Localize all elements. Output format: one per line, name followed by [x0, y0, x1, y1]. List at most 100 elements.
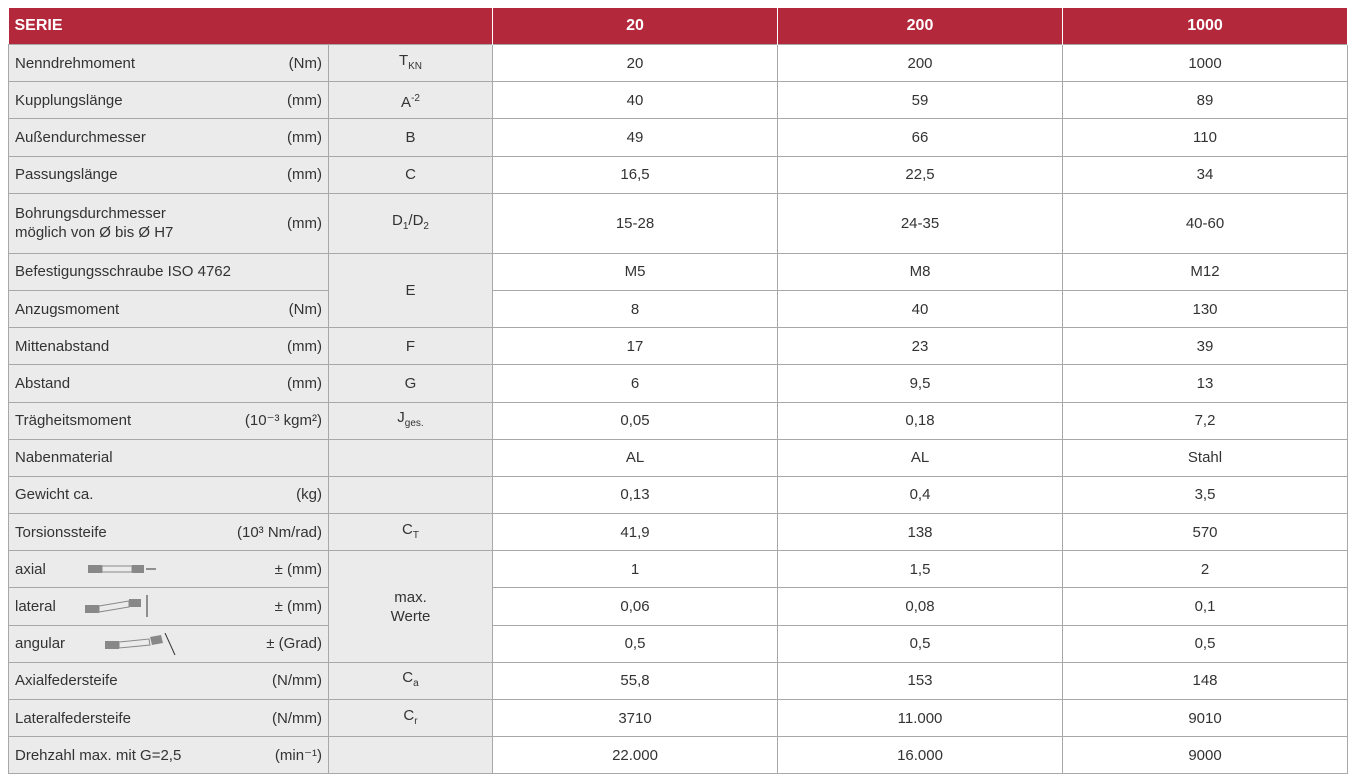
header-cell: 1000: [1062, 8, 1349, 45]
value-cell: 0,08: [777, 587, 1064, 626]
value-cell: 9000: [1062, 736, 1349, 775]
value-cell: 1,5: [777, 550, 1064, 589]
unit: (mm): [287, 337, 322, 355]
value-cell: 15-28: [492, 192, 779, 254]
row: Mittenabstand (mm) F 17 23 39: [8, 327, 1349, 366]
symbol-part: C: [403, 706, 415, 724]
symbol-cell: max. Werte: [327, 550, 494, 663]
label-cell: Anzugsmoment (Nm): [8, 289, 329, 329]
symbol-part: F: [405, 337, 416, 355]
value-cell: 16,5: [492, 155, 779, 194]
symbol-cell: [327, 475, 494, 515]
header-row: SERIE 20 200 1000: [8, 8, 1349, 45]
label-wrap: Drehzahl max. mit G=2,5 (min⁻¹): [15, 746, 322, 765]
row: Kupplungslänge (mm) A-2 40 59 89: [8, 81, 1349, 120]
label-cell: Gewicht ca. (kg): [8, 475, 329, 515]
value-cell: 17: [492, 327, 779, 366]
label-cell: Bohrungsdurchmesser möglich von Ø bis Ø …: [8, 192, 329, 254]
label-cell: Axialfedersteife (N/mm): [8, 661, 329, 701]
symbol-cell: CT: [327, 513, 494, 552]
value-cell: 40-60: [1062, 192, 1349, 254]
symbol-part: B: [405, 128, 416, 146]
unit: (kg): [296, 486, 322, 504]
label: Nenndrehmoment: [15, 54, 136, 72]
value-cell: 6: [492, 364, 779, 403]
symbol-part: max. Werte: [390, 588, 431, 625]
label: Außendurchmesser: [15, 128, 146, 146]
row: Axialfedersteife (N/mm) Ca 55,8 153 148: [8, 661, 1349, 701]
value-cell: M12: [1062, 252, 1349, 291]
unit: (N/mm): [272, 672, 322, 690]
unit: (Nm): [288, 300, 322, 318]
symbol-cell: TKN: [327, 43, 494, 83]
label: Befestigungsschraube ISO 4762: [15, 263, 231, 281]
row: Außendurchmesser (mm) B 49 66 110: [8, 118, 1349, 157]
value-cell: 0,1: [1062, 587, 1349, 626]
unit: (mm): [287, 374, 322, 392]
row: axial ± (mm) max. Werte 1 1,5 2: [8, 550, 1349, 663]
label: lateral: [15, 598, 56, 616]
header-cell: SERIE: [8, 8, 494, 45]
unit: (mm): [287, 91, 322, 109]
header-cell: 200: [777, 8, 1064, 45]
symbol-part: E: [405, 281, 416, 299]
value-cell: 34: [1062, 155, 1349, 194]
value-cell: 9,5: [777, 364, 1064, 403]
symbol-cell: E: [327, 252, 494, 329]
label-cell: Passungslänge (mm): [8, 155, 329, 194]
value-cell: 41,9: [492, 513, 779, 552]
label-wrap: Mittenabstand (mm): [15, 337, 322, 356]
value-cell: 130: [1062, 289, 1349, 329]
row: Nenndrehmoment (Nm) TKN 20 200 1000: [8, 43, 1349, 83]
label-wrap: Nabenmaterial: [15, 448, 322, 467]
value-cell: 1: [492, 550, 779, 589]
unit: (10⁻³ kgm²): [244, 412, 322, 430]
label: Torsionssteife: [15, 523, 107, 541]
value-cell: 0,5: [492, 624, 779, 663]
label-wrap: Torsionssteife (10³ Nm/rad): [15, 523, 322, 542]
label: Anzugsmoment: [15, 300, 120, 318]
value-cell: 55,8: [492, 661, 779, 701]
label-cell: Befestigungsschraube ISO 4762: [8, 252, 329, 291]
label: Lateralfedersteife: [15, 709, 131, 727]
label-wrap: Passungslänge (mm): [15, 165, 322, 184]
symbol-cell: D1/D2: [327, 192, 494, 254]
symbol-part: A: [401, 93, 412, 111]
label-wrap: lateral ± (mm): [15, 597, 322, 616]
value-cell: 22.000: [492, 736, 779, 775]
row: Passungslänge (mm) C 16,5 22,5 34: [8, 155, 1349, 194]
value-cell: 3710: [492, 698, 779, 738]
angular-icon: [105, 633, 176, 656]
value-cell: 0,5: [777, 624, 1064, 663]
symbol-cell: Ca: [327, 661, 494, 701]
label-cell: Kupplungslänge (mm): [8, 81, 329, 120]
value-cell: 0,4: [777, 475, 1064, 515]
value-cell: 8: [492, 289, 779, 329]
value-cell: 0,05: [492, 401, 779, 440]
value-cell: 13: [1062, 364, 1349, 403]
value-cell: 570: [1062, 513, 1349, 552]
label-wrap: Nenndrehmoment (Nm): [15, 54, 322, 73]
symbol-cell: G: [327, 364, 494, 403]
value-cell: 200: [777, 43, 1064, 83]
symbol-part: C: [405, 166, 416, 184]
label: Axialfedersteife: [15, 672, 118, 690]
row: Gewicht ca. (kg) 0,13 0,4 3,5: [8, 475, 1349, 515]
spec-table: SERIE 20 200 1000 Nenndrehmoment (Nm) TKN 20 20…: [8, 8, 1349, 775]
value-cell: 148: [1062, 661, 1349, 701]
row: Drehzahl max. mit G=2,5 (min⁻¹) 22.000 16.0…: [8, 736, 1349, 775]
value-cell: 153: [777, 661, 1064, 701]
label: Trägheitsmoment: [15, 412, 132, 430]
label-cell: Trägheitsmoment (10⁻³ kgm²): [8, 401, 329, 440]
label: Passungslänge: [15, 166, 118, 184]
label: Abstand: [15, 374, 71, 392]
unit: (mm): [287, 128, 322, 146]
symbol-part: -2: [411, 92, 420, 104]
value-cell: M5: [492, 252, 779, 291]
axial-icon: [88, 565, 156, 573]
value-cell: 138: [777, 513, 1064, 552]
value-cell: 59: [777, 81, 1064, 120]
symbol-cell: A-2: [327, 81, 494, 120]
value-cell: 89: [1062, 81, 1349, 120]
